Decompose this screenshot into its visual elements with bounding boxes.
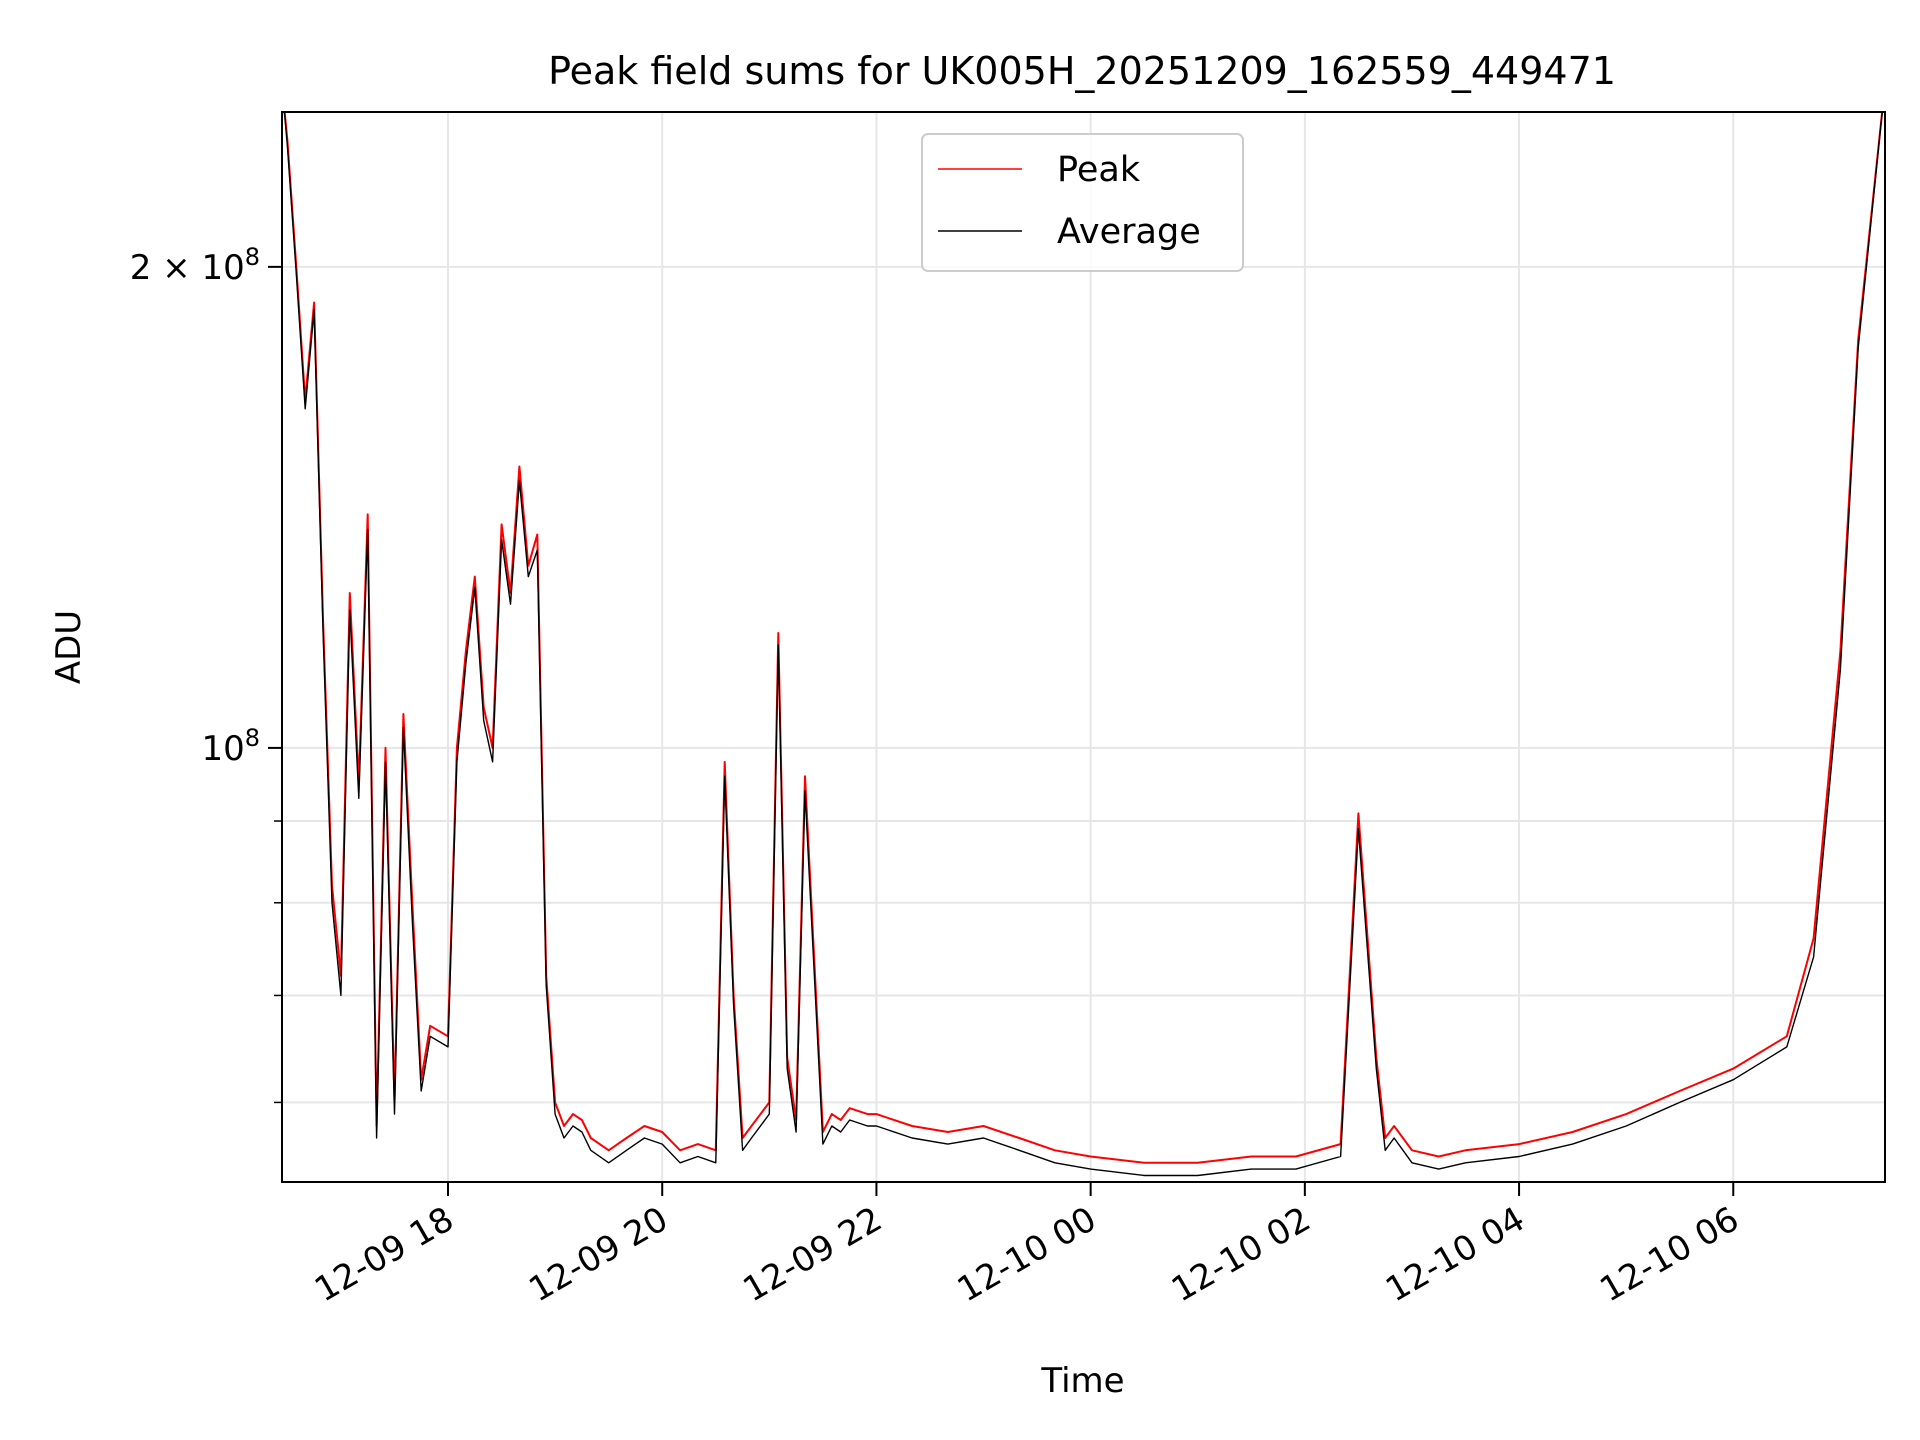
x-axis-label: Time [1040,1361,1124,1401]
series-line-average [283,112,1883,1177]
x-tick-label: 12-10 06 [1593,1199,1745,1310]
plot-frame [281,111,1886,1183]
x-tick-label: 12-09 20 [522,1199,674,1310]
plot-area [283,112,1884,1177]
y-axis-label: ADU [49,610,89,684]
x-tick-label: 12-10 04 [1379,1199,1531,1310]
series-line-peak [283,112,1884,1164]
x-axis-ticks: 12-09 18 12-09 20 12-09 22 12-10 00 12-10 02… [308,1182,1746,1310]
legend: Peak Average [921,133,1244,272]
x-tick-label: 12-10 02 [1165,1199,1317,1310]
x-tick-label: 12-09 18 [308,1199,460,1310]
y-tick-label: 2 × 108 [130,243,260,288]
legend-label-peak: Peak [1057,150,1141,190]
y-tick-label: 108 [201,724,260,769]
legend-label-average: Average [1057,212,1201,252]
y-axis-ticks: 108 2 × 108 [130,243,282,1104]
grid-lines [282,112,1885,1182]
chart-title: Peak field sums for UK005H_20251209_1625… [548,49,1616,93]
x-tick-label: 12-10 00 [951,1199,1103,1310]
x-tick-label: 12-09 22 [737,1199,889,1310]
